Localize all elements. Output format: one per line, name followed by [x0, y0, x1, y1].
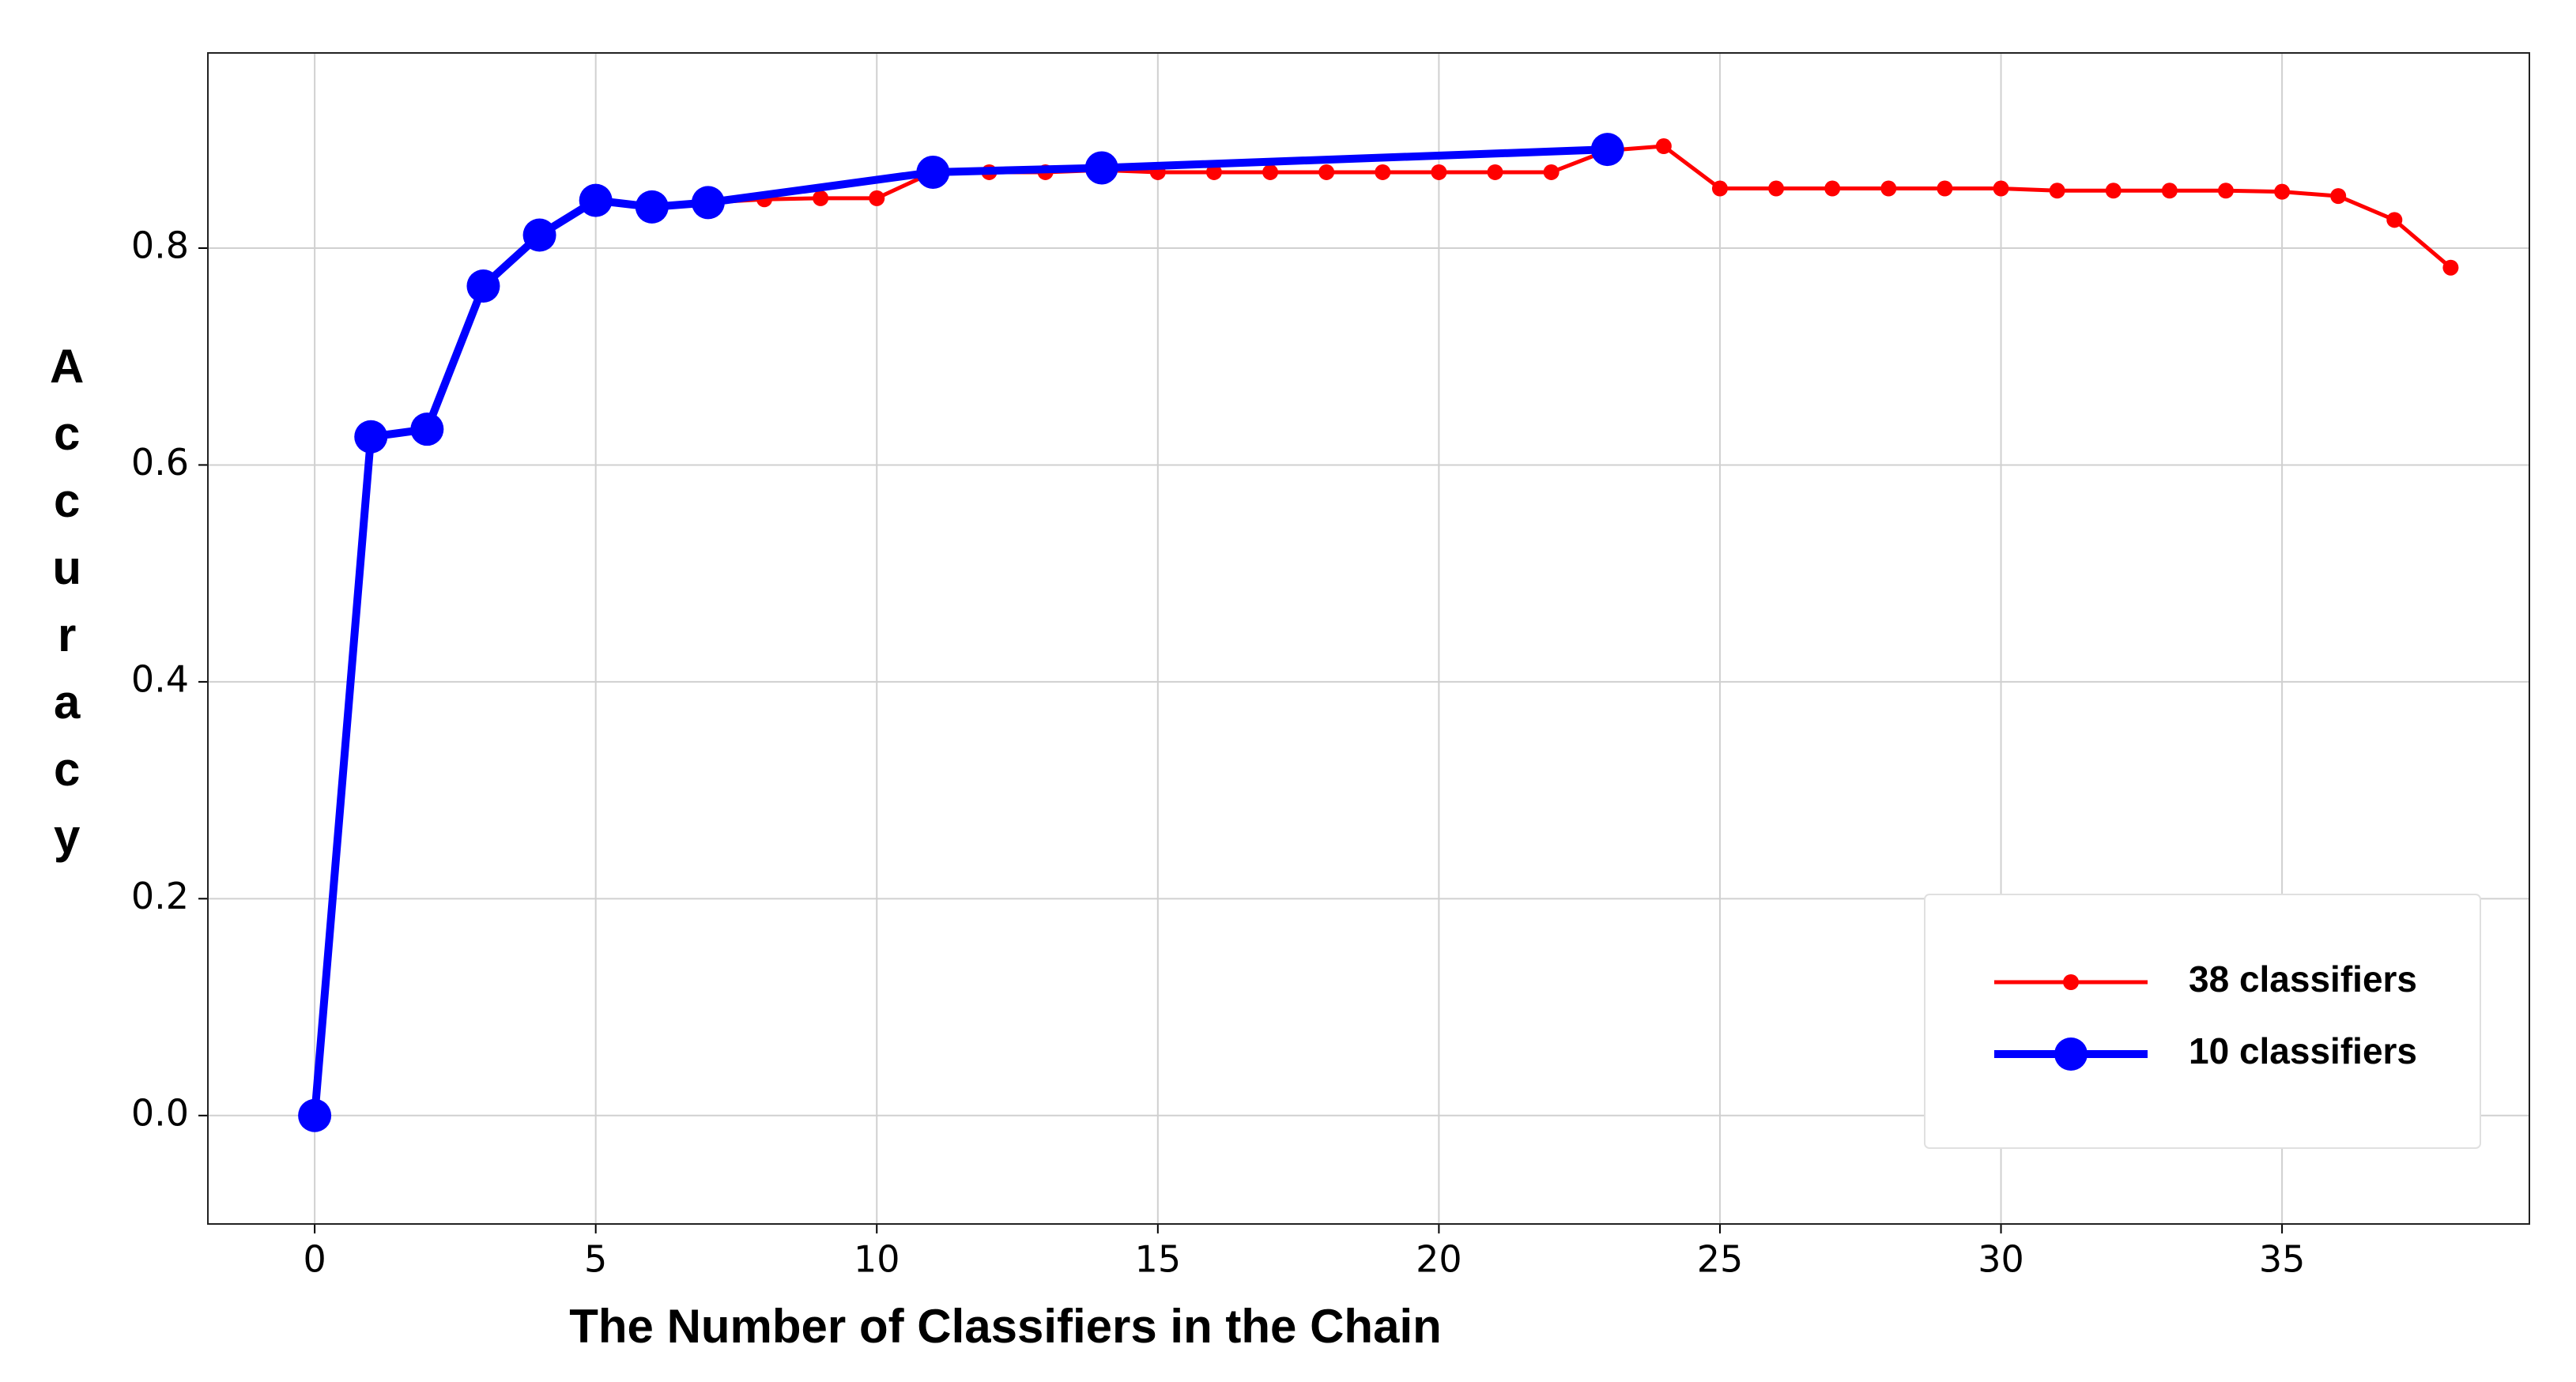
point	[1590, 133, 1624, 167]
x-tick-label: 0	[303, 1238, 326, 1281]
point	[813, 190, 829, 206]
point	[1431, 164, 1447, 180]
legend-marker	[2063, 974, 2079, 990]
series-line	[311, 145, 1608, 1117]
x-tick-label: 35	[2259, 1238, 2306, 1281]
point	[1375, 164, 1391, 180]
point	[869, 190, 885, 206]
point	[1824, 180, 1841, 197]
point	[1487, 164, 1503, 180]
point	[916, 155, 950, 189]
point	[2442, 259, 2459, 276]
x-tick-label: 25	[1697, 1238, 1744, 1281]
legend: 38 classifiers 10 classifiers	[1924, 894, 2481, 1149]
point	[2274, 183, 2291, 200]
y-tick-label: 0.2	[131, 875, 189, 917]
point	[1880, 180, 1897, 197]
x-tick-label: 10	[854, 1238, 900, 1281]
point	[579, 183, 613, 217]
point	[2217, 183, 2234, 199]
x-tick-label: 5	[584, 1238, 607, 1281]
x-tick-label: 30	[1978, 1238, 2024, 1281]
legend-box	[1924, 894, 2481, 1149]
point	[1262, 164, 1279, 180]
point	[1543, 164, 1560, 180]
point	[1318, 164, 1335, 180]
point	[1993, 180, 2009, 197]
point	[1937, 180, 1953, 197]
point	[2330, 188, 2347, 205]
point	[298, 1098, 332, 1132]
point	[1768, 180, 1785, 197]
point	[1655, 138, 1672, 155]
y-tick-label: 0.6	[131, 441, 189, 484]
legend-marker	[2054, 1037, 2088, 1071]
y-axis-label: Accuracy	[40, 340, 93, 877]
point	[2105, 183, 2122, 199]
point	[691, 186, 725, 220]
y-tick-label: 0.4	[131, 657, 189, 700]
point	[2161, 183, 2178, 199]
point	[354, 420, 388, 454]
point	[1084, 151, 1118, 185]
point	[635, 190, 669, 224]
legend-label: 10 classifiers	[2189, 1030, 2417, 1071]
y-tick-label: 0.0	[131, 1091, 189, 1134]
x-tick-label: 15	[1135, 1238, 1182, 1281]
y-tick-label: 0.8	[131, 224, 189, 267]
x-axis-label: The Number of Classifiers in the Chain	[569, 1300, 1442, 1353]
x-tick-label: 20	[1416, 1238, 1462, 1281]
point	[2386, 212, 2403, 228]
point	[466, 269, 500, 303]
legend-label: 38 classifiers	[2189, 958, 2417, 1000]
plot-frame	[207, 52, 2530, 1225]
point	[2049, 183, 2065, 199]
point	[1711, 180, 1728, 197]
point	[522, 218, 556, 252]
point	[410, 412, 444, 446]
point	[1205, 164, 1222, 180]
